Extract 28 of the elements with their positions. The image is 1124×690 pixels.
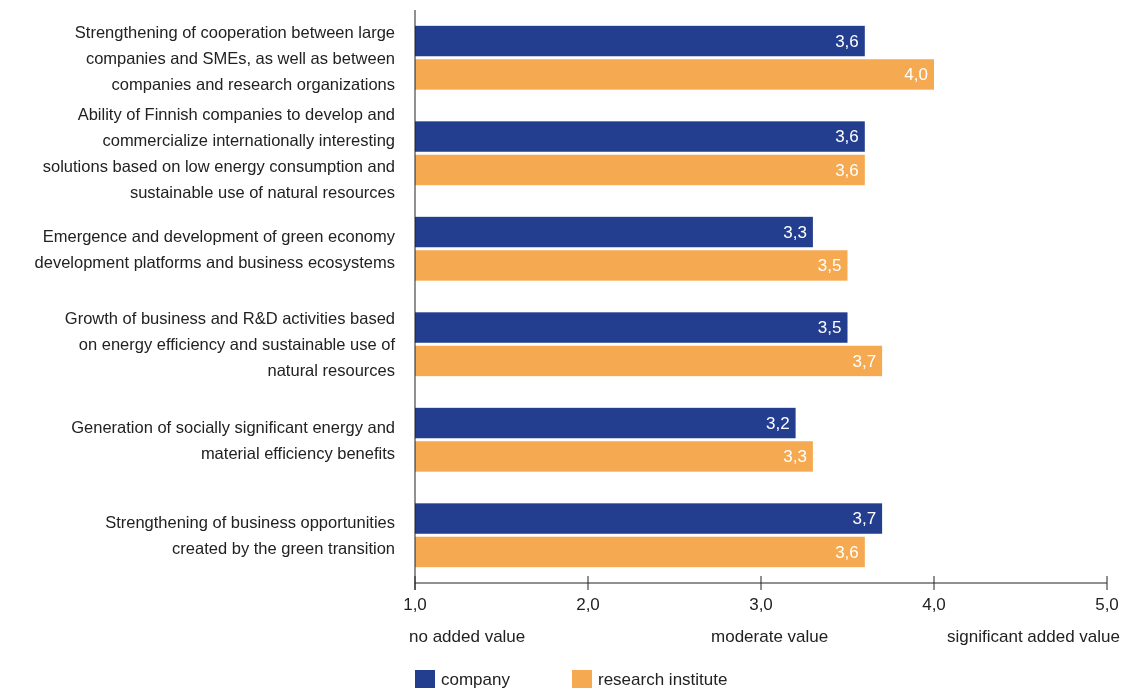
data-label: 3,3 (783, 222, 807, 242)
data-label: 4,0 (904, 65, 928, 85)
x-tick-label: 2,0 (576, 595, 600, 614)
x-tick-label: 4,0 (922, 595, 946, 614)
text: no added value (409, 627, 526, 646)
data-label: 3,6 (835, 31, 859, 51)
x-tick-label: 3,0 (749, 595, 773, 614)
data-label: 3,7 (852, 351, 877, 371)
y-tick-label: Growth of business and R&D activities based on energy efficiency and sustainable use of natural resources (64, 309, 396, 380)
legend-label: company (441, 669, 511, 689)
data-label: 3,5 (817, 318, 842, 338)
y-tick-label: Ability of Finnish companies to develop and commercialize internationally interesting solutions based on low energy consumption and sustainable use of natural resources (42, 105, 395, 202)
y-tick-label: Emergence and development of green economy development platforms and business ecosystems (34, 226, 396, 271)
data-label: 3,2 (765, 413, 790, 433)
data-label: 3,6 (835, 542, 859, 562)
data-label: 3,6 (835, 127, 859, 147)
x-tick-label: 5,0 (1095, 595, 1119, 614)
legend-label: research institute (598, 669, 728, 689)
data-label: 3,7 (852, 509, 877, 529)
y-tick-label: Strengthening of cooperation between large companies and SMEs, as well as between companies and research organizations (74, 22, 395, 93)
y-tick-label: Generation of socially significant energy and material efficiency benefits (71, 417, 395, 462)
data-label: 3,6 (835, 160, 859, 180)
text: moderate value (711, 627, 829, 646)
y-tick-label: Strengthening of business opportunities created by the green transition (105, 513, 395, 558)
x-tick-label: 1,0 (403, 595, 427, 614)
data-label: 3,3 (783, 447, 807, 467)
text: significant added value (947, 627, 1120, 646)
data-label: 3,5 (817, 256, 842, 276)
